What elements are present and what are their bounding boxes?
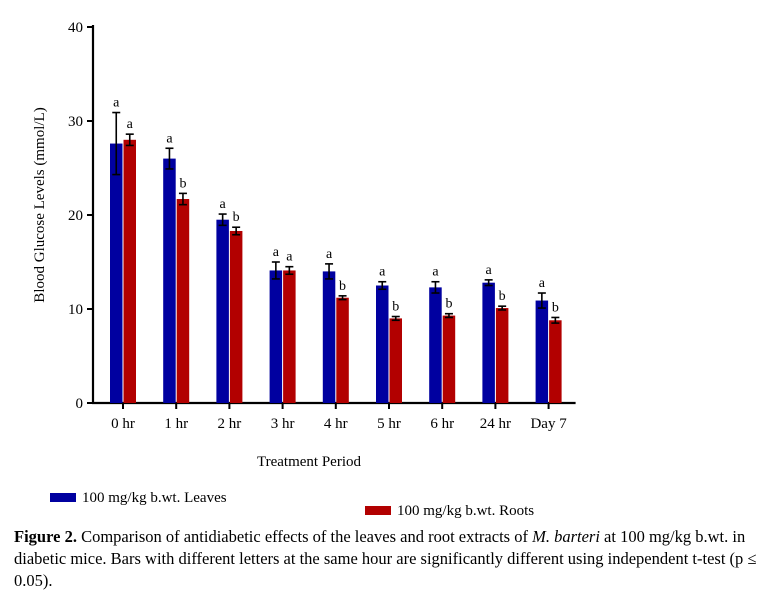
x-tick-label: 0 hr — [111, 416, 135, 432]
significance-letter: a — [273, 245, 280, 260]
y-axis: 0 10 20 30 40 Blood Glucose Levels (mmol/L) — [32, 20, 95, 412]
bar-chart: 0 10 20 30 40 Blood Glucose Levels (mmol/L) 0… — [32, 20, 576, 519]
bar-roots — [389, 318, 402, 403]
y-tick-label: 20 — [68, 208, 83, 224]
bar-leaves — [482, 282, 495, 403]
bar-leaves — [269, 270, 283, 403]
x-axis-label: Treatment Period — [257, 454, 362, 470]
significance-letter: b — [552, 300, 559, 315]
x-tick-label: 4 hr — [324, 416, 348, 432]
x-tick-label: 6 hr — [430, 416, 454, 432]
y-tick-label: 10 — [68, 302, 83, 318]
bar-leaves — [110, 143, 123, 403]
significance-letter: b — [233, 210, 240, 225]
caption-label: Figure 2. — [14, 527, 77, 546]
bar-leaves — [376, 285, 389, 403]
significance-letter: b — [339, 279, 346, 294]
legend-label-leaves: 100 mg/kg b.wt. Leaves — [82, 490, 227, 506]
bar-roots — [442, 315, 456, 403]
x-tick-label: 3 hr — [271, 416, 295, 432]
x-tick-label: 2 hr — [218, 416, 242, 432]
significance-letter: a — [379, 265, 386, 280]
y-axis-label: Blood Glucose Levels (mmol/L) — [32, 107, 48, 302]
significance-letter: a — [127, 117, 134, 132]
bar-leaves — [322, 271, 336, 403]
significance-letter: a — [539, 276, 546, 291]
x-tick-label: 5 hr — [377, 416, 401, 432]
significance-letter: b — [179, 176, 186, 191]
bar-roots — [495, 308, 509, 403]
legend: 100 mg/kg b.wt. Leaves 100 mg/kg b.wt. Ro… — [50, 490, 534, 519]
significance-letter: a — [166, 131, 173, 146]
bar-roots — [123, 139, 136, 404]
bar-leaves — [429, 287, 442, 403]
legend-swatch-leaves — [50, 493, 76, 502]
significance-letter: b — [445, 297, 452, 312]
legend-swatch-roots — [365, 506, 391, 515]
bar-leaves — [535, 300, 549, 403]
significance-letter: a — [486, 263, 493, 278]
y-tick-label: 30 — [68, 114, 83, 130]
significance-letter: a — [113, 96, 120, 111]
significance-letter: a — [286, 250, 293, 265]
figure-caption: Figure 2. Comparison of antidiabetic eff… — [14, 526, 762, 592]
caption-text-after: at 100 mg/kg b.wt. in diabetic mice. Bar… — [14, 527, 757, 590]
x-tick-label: 24 hr — [480, 416, 511, 432]
x-tick-label: 1 hr — [164, 416, 188, 432]
x-axis: 0 hr 1 hr 2 hr 3 hr 4 hr 5 hr 6 hr 24 hr Day 7 Tr… — [92, 401, 576, 470]
significance-letter: b — [392, 300, 399, 315]
bar-roots — [336, 297, 349, 403]
bar-roots — [549, 320, 562, 403]
significance-letter: a — [432, 265, 439, 280]
bar-leaves — [163, 158, 176, 403]
significance-letter: a — [326, 247, 333, 262]
y-tick-label: 40 — [68, 20, 83, 36]
bar-leaves — [216, 219, 229, 403]
bar-roots — [229, 230, 243, 403]
caption-text-before: Comparison of antidiabetic effects of th… — [76, 527, 533, 546]
legend-label-roots: 100 mg/kg b.wt. Roots — [397, 503, 534, 519]
significance-letter: a — [220, 197, 227, 212]
y-tick-label: 0 — [76, 396, 84, 412]
caption-species: M. barteri — [532, 527, 600, 546]
significance-letter: b — [499, 289, 506, 304]
bar-roots — [176, 199, 190, 403]
bar-roots — [283, 270, 296, 403]
x-tick-label: Day 7 — [530, 416, 567, 432]
